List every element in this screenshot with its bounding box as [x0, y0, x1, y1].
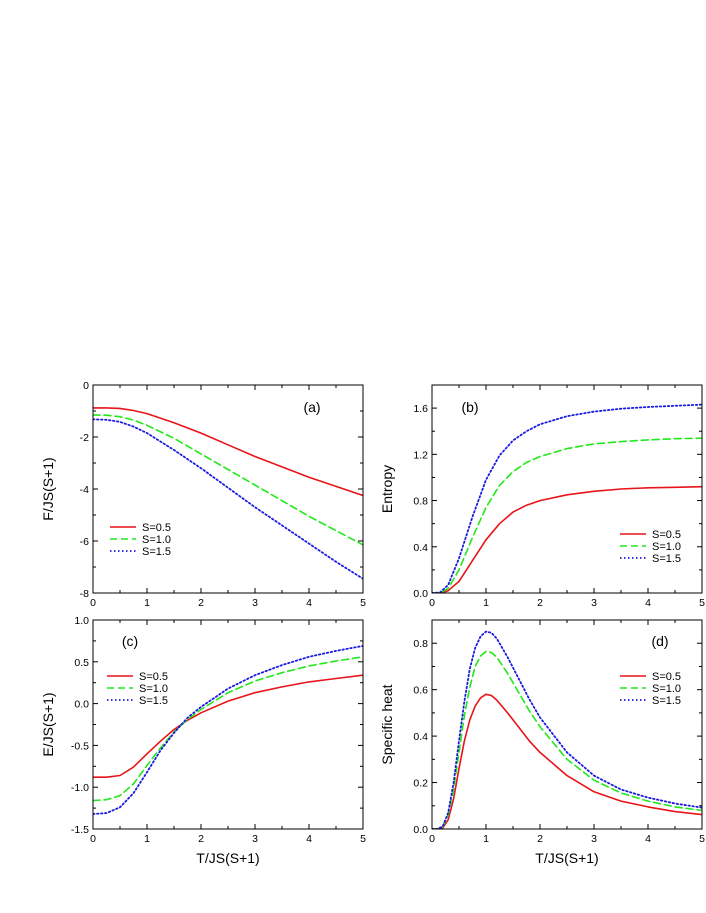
series-line-S=1.5 — [93, 645, 363, 815]
y-tick-label: 1.6 — [413, 403, 428, 415]
x-tick-label: 1 — [144, 597, 150, 609]
y-tick-label: 0.4 — [413, 731, 428, 743]
legend: S=0.5S=1.0S=1.5 — [107, 671, 168, 707]
legend-label: S=1.0 — [652, 541, 681, 553]
x-tick-label: 0 — [429, 833, 435, 845]
series-line-S=1.0 — [93, 655, 363, 802]
legend-label: S=1.0 — [142, 534, 171, 546]
plot-frame — [92, 384, 364, 594]
x-tick-label: 2 — [198, 833, 204, 845]
series-line-S=1.0 — [432, 437, 702, 593]
x-tick-label: 4 — [645, 597, 651, 609]
legend-label: S=0.5 — [139, 671, 168, 683]
x-tick-label: 4 — [306, 597, 312, 609]
x-tick-label: 2 — [537, 833, 543, 845]
x-axis-label: T/JS(S+1) — [196, 850, 259, 866]
series-line-S=1.5 — [432, 630, 702, 829]
y-tick-label: 0.5 — [74, 657, 89, 669]
series-line-S=1.0 — [432, 650, 702, 829]
y-tick-label: -1.0 — [71, 782, 89, 794]
panel-letter: (b) — [461, 399, 478, 415]
x-tick-label: 0 — [90, 833, 96, 845]
x-tick-label: 1 — [483, 833, 489, 845]
x-tick-label: 3 — [591, 833, 597, 845]
x-tick-label: 5 — [360, 833, 366, 845]
x-tick-label: 0 — [90, 597, 96, 609]
series-line-S=1.5 — [93, 418, 363, 580]
plot-frame — [92, 619, 364, 830]
panel-c: 0 1 2 3 4 5 -1.5 -1.0 -0.5 0.0 0.5 1.0 E/JS(S+1) T/JS… — [40, 615, 366, 866]
panel-letter: (a) — [303, 399, 320, 415]
x-tick-label: 5 — [699, 833, 705, 845]
legend-label: S=1.5 — [652, 553, 681, 565]
legend-label: S=1.5 — [142, 546, 171, 558]
x-axis-label: T/JS(S+1) — [535, 850, 598, 866]
y-tick-label: -8 — [80, 588, 89, 600]
x-tick-label: 5 — [360, 597, 366, 609]
x-tick-label: 3 — [252, 833, 258, 845]
y-tick-label: 0.0 — [413, 824, 428, 836]
y-tick-label: 0.2 — [413, 778, 428, 790]
series-line-S=0.5 — [432, 485, 702, 593]
y-tick-label: 0.6 — [413, 685, 428, 697]
y-tick-label: 0.4 — [413, 542, 428, 554]
series-line-S=0.5 — [432, 693, 702, 829]
x-tick-label: 0 — [429, 597, 435, 609]
plot-frame — [431, 619, 703, 830]
y-tick-label: 0.0 — [413, 588, 428, 600]
panel-a: 0 1 2 3 4 5 -8 -6 -4 -2 0 F/JS(S+1) (a) S=0.5S=1.0S=1… — [40, 380, 366, 609]
x-tick-label: 5 — [699, 597, 705, 609]
y-tick-label: -6 — [80, 536, 89, 548]
y-axis-label: E/JS(S+1) — [40, 692, 56, 756]
series-line-S=1.5 — [432, 403, 702, 593]
y-tick-label: 1.2 — [413, 449, 428, 461]
x-tick-label: 1 — [144, 833, 150, 845]
series-line-S=1.0 — [93, 414, 363, 546]
legend-label: S=1.5 — [652, 695, 681, 707]
legend-label: S=1.5 — [139, 695, 168, 707]
panel-letter: (d) — [651, 633, 668, 649]
x-tick-label: 3 — [591, 597, 597, 609]
legend-label: S=0.5 — [142, 522, 171, 534]
legend: S=0.5S=1.0S=1.5 — [110, 522, 171, 558]
y-tick-label: 0.8 — [413, 638, 428, 650]
panel-letter: (c) — [122, 633, 138, 649]
x-tick-label: 3 — [252, 597, 258, 609]
y-tick-label: -4 — [80, 484, 89, 496]
y-axis-label: Specific heat — [379, 684, 395, 764]
y-tick-label: 0.8 — [413, 496, 428, 508]
legend: S=0.5S=1.0S=1.5 — [620, 529, 681, 565]
legend-label: S=0.5 — [652, 529, 681, 541]
panel-b: 0 1 2 3 4 50.00.40.81.21.6Entropy(b)S=0.5S=1.… — [379, 384, 705, 609]
y-tick-label: -2 — [80, 432, 89, 444]
legend-label: S=1.0 — [652, 683, 681, 695]
y-axis-label: F/JS(S+1) — [40, 457, 56, 520]
legend-label: S=1.0 — [139, 683, 168, 695]
legend: S=0.5S=1.0S=1.5 — [620, 671, 681, 707]
series-line-S=0.5 — [93, 674, 363, 779]
y-tick-label: 0.0 — [74, 699, 89, 711]
y-tick-label: 1.0 — [74, 615, 89, 627]
y-axis-label: Entropy — [379, 465, 395, 513]
x-tick-label: 1 — [483, 597, 489, 609]
x-tick-label: 4 — [306, 833, 312, 845]
legend-label: S=0.5 — [652, 671, 681, 683]
x-tick-label: 2 — [198, 597, 204, 609]
panel-d: 0 1 2 3 4 5 0.0 0.2 0.4 0.6 0.8 Specific heat T/JS(S… — [379, 619, 705, 866]
x-tick-label: 4 — [645, 833, 651, 845]
x-tick-label: 2 — [537, 597, 543, 609]
y-tick-label: -1.5 — [71, 824, 89, 836]
y-tick-label: 0 — [83, 380, 89, 392]
y-tick-label: -0.5 — [71, 740, 89, 752]
series-line-S=0.5 — [93, 407, 363, 497]
